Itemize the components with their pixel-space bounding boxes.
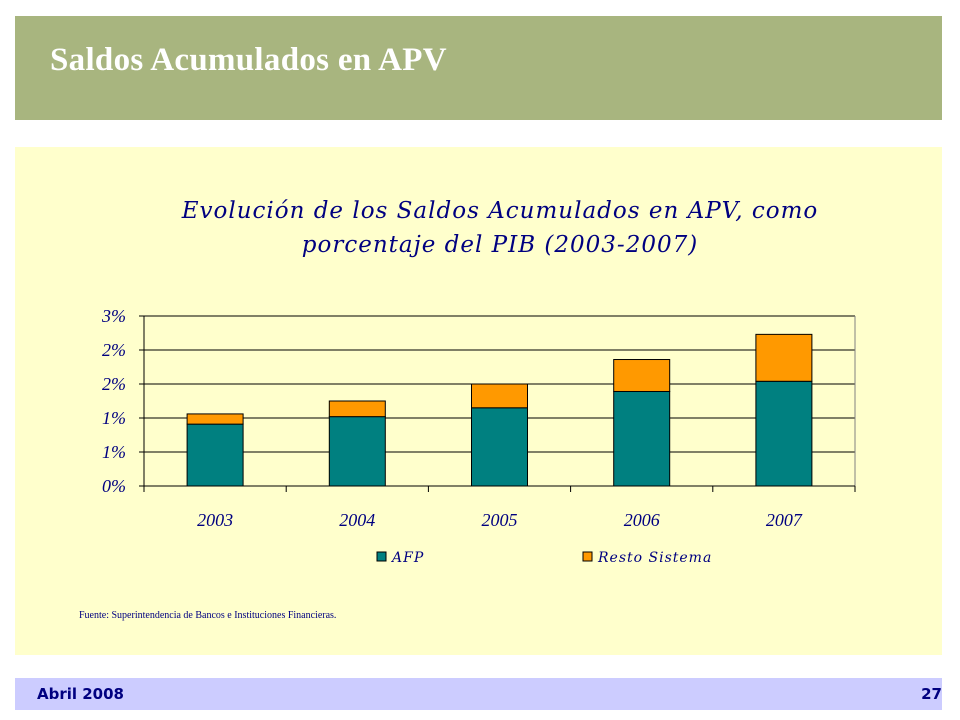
- x-tick-labels: 2003 2004 2005 2006 2007: [197, 510, 803, 530]
- x-tick-label: 2005: [482, 510, 518, 530]
- legend-resto-sistema-swatch: [582, 551, 593, 562]
- bar-afp-2007: [755, 380, 813, 487]
- bar-chart: 0% 1% 1% 2% 2% 3% 2003 2004 2005 2006 2007 AFP Res…: [101, 306, 856, 566]
- x-tick-label: 2004: [339, 510, 375, 530]
- x-tick-label: 2003: [197, 510, 233, 530]
- axes: [139, 315, 856, 492]
- bar-afp-2003: [186, 423, 244, 487]
- y-tick-label: 1%: [102, 442, 126, 462]
- bars: [186, 333, 813, 487]
- slide-header: Saldos Acumulados en APV: [15, 16, 942, 120]
- source-note: Fuente: Superintendencia de Bancos e Ins…: [79, 610, 337, 621]
- y-tick-label: 3%: [101, 306, 126, 326]
- chart-title: Evolución de los Saldos Acumulados en AP…: [15, 194, 960, 262]
- chart-panel: Evolución de los Saldos Acumulados en AP…: [15, 147, 942, 655]
- x-tick-label: 2007: [766, 510, 803, 530]
- chart-title-line-1: Evolución de los Saldos Acumulados en AP…: [181, 198, 819, 224]
- bar-afp-2004: [328, 416, 386, 487]
- bar-resto-sistema-2005: [471, 383, 528, 409]
- y-tick-label: 2%: [102, 374, 126, 394]
- bar-resto-sistema-2003: [186, 413, 244, 425]
- footer-date: Abril 2008: [37, 685, 124, 703]
- page-number: 27: [921, 685, 942, 703]
- bar-resto-sistema-2004: [328, 400, 386, 418]
- bar-resto-sistema-2006: [613, 359, 671, 392]
- bar-resto-sistema-2007: [755, 333, 813, 382]
- slide-footer: Abril 2008 27: [15, 678, 942, 710]
- legend-resto-sistema-label: Resto Sistema: [597, 550, 712, 566]
- legend-afp-label: AFP: [390, 550, 424, 566]
- bar-afp-2006: [613, 390, 671, 487]
- chart-title-line-2: porcentaje del PIB (2003-2007): [301, 232, 699, 258]
- x-tick-label: 2006: [624, 510, 660, 530]
- y-tick-label: 0%: [102, 476, 126, 496]
- y-tick-labels: 0% 1% 1% 2% 2% 3%: [101, 306, 126, 496]
- y-tick-label: 1%: [102, 408, 126, 428]
- legend-afp-swatch: [376, 551, 387, 562]
- bar-afp-2005: [471, 407, 528, 487]
- slide-title: Saldos Acumulados en APV: [50, 42, 447, 78]
- legend: AFP Resto Sistema: [376, 550, 712, 566]
- y-tick-label: 2%: [102, 340, 126, 360]
